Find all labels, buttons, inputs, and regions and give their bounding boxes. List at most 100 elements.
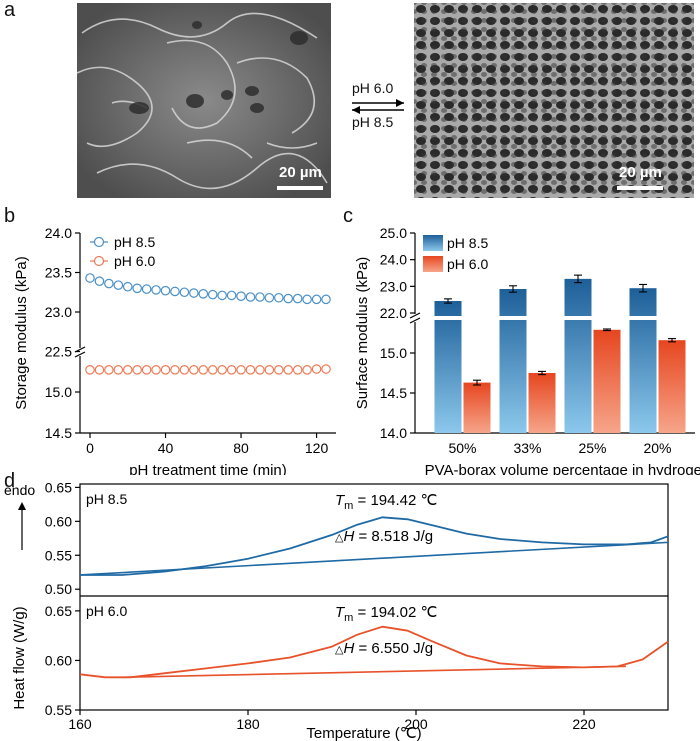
data-point xyxy=(179,287,190,298)
data-point xyxy=(283,365,294,375)
y-tick-label: 15.0 xyxy=(380,345,407,361)
bar-ph85 xyxy=(434,301,462,433)
x-axis-label: Temperature (℃) xyxy=(306,725,421,741)
bar-break-gap xyxy=(628,316,658,320)
melting-temperature-label: Tm = 194.02 ℃ xyxy=(335,604,437,624)
dsc-chart: 0.50 0.55 0.60 0.65 pH 8.5 Tm = 194.42 ℃ △H = … xyxy=(4,479,669,741)
bar-ph60 xyxy=(658,340,686,433)
enthalpy-label: △H = 8.518 J/g xyxy=(335,528,433,545)
scalebar-label-right: 20 µm xyxy=(619,164,662,181)
bar-break-gap xyxy=(563,316,593,320)
scalebar-line-right xyxy=(617,186,663,190)
data-point xyxy=(226,290,237,301)
data-point xyxy=(245,365,256,375)
y-tick-label: 0.60 xyxy=(45,513,72,529)
x-tick-label: 0 xyxy=(86,440,94,456)
bar-ph60 xyxy=(463,382,491,433)
x-tick-label: 40 xyxy=(158,440,174,456)
sem-image-left: 20 µm xyxy=(77,3,331,198)
axis-break-mark xyxy=(74,351,86,358)
data-point xyxy=(217,290,227,301)
sem-texture-right xyxy=(414,3,694,198)
data-point xyxy=(179,365,190,375)
y-tick-label: 14.5 xyxy=(45,425,72,441)
data-point xyxy=(113,365,124,375)
x-tick-label: 220 xyxy=(572,716,596,732)
axis-break-mark xyxy=(409,312,421,319)
x-tick-label: 50% xyxy=(448,440,476,456)
data-point xyxy=(292,365,303,375)
y-tick-label: 22.0 xyxy=(380,305,407,321)
data-point xyxy=(255,292,265,302)
dsc-curve xyxy=(80,516,669,576)
data-point xyxy=(94,276,105,286)
data-point xyxy=(160,285,171,296)
legend-label: pH 8.5 xyxy=(447,235,488,251)
x-tick-label: 180 xyxy=(236,716,260,732)
x-axis-label: pH treatment time (min) xyxy=(129,462,287,475)
data-point xyxy=(226,365,237,375)
data-point xyxy=(141,365,152,375)
y-tick-label: 24.0 xyxy=(45,225,72,241)
arrow-label-ph85: pH 8.5 xyxy=(352,114,394,130)
data-point xyxy=(273,365,284,375)
data-point xyxy=(207,289,218,300)
dsc-baseline xyxy=(79,541,669,576)
bar-ph60 xyxy=(528,373,556,433)
data-point xyxy=(170,286,180,297)
data-point xyxy=(321,294,331,305)
data-point xyxy=(236,365,246,375)
y-tick-label: 23.0 xyxy=(380,278,407,294)
data-point xyxy=(132,283,142,294)
data-point xyxy=(85,273,95,283)
plot-frame xyxy=(79,483,669,711)
scalebar-label-left: 20 µm xyxy=(279,164,322,181)
y-tick-label: 0.55 xyxy=(45,702,72,718)
data-point xyxy=(302,365,312,375)
x-tick-label: 200 xyxy=(404,716,428,732)
data-point xyxy=(207,365,218,375)
data-point xyxy=(321,364,331,374)
x-tick-label: 25% xyxy=(578,440,606,456)
data-point xyxy=(273,292,284,303)
data-point xyxy=(311,364,322,374)
data-point xyxy=(170,365,180,375)
bar-ph60 xyxy=(593,329,621,433)
data-point xyxy=(236,291,246,301)
bar-ph85 xyxy=(499,289,527,433)
bar-break-gap xyxy=(498,316,528,320)
y-tick-label: 14.5 xyxy=(380,385,407,401)
data-point xyxy=(189,365,199,375)
legend-marker xyxy=(93,255,105,267)
enthalpy-label: △H = 6.550 J/g xyxy=(335,640,433,657)
dsc-baseline xyxy=(121,665,627,679)
data-point xyxy=(198,365,209,375)
y-tick-label: 23.5 xyxy=(45,265,72,281)
data-point xyxy=(189,288,199,298)
panel-c-letter: c xyxy=(343,205,353,227)
y-axis-label: Surface modulus (kPa) xyxy=(354,257,371,410)
data-point xyxy=(132,365,142,375)
y-tick-label: 14.0 xyxy=(380,425,407,441)
data-point xyxy=(94,365,105,375)
y-tick-label: 0.60 xyxy=(45,652,72,668)
legend-label: pH 6.0 xyxy=(114,253,155,269)
data-point xyxy=(104,365,114,375)
data-point xyxy=(292,293,303,304)
legend-swatch xyxy=(423,256,443,272)
data-point xyxy=(151,365,161,375)
x-tick-label: 33% xyxy=(513,440,541,456)
legend-label: pH 8.5 xyxy=(114,234,155,250)
bar-ph85 xyxy=(564,278,592,433)
y-tick-label: 0.65 xyxy=(45,603,72,619)
data-point xyxy=(104,278,114,289)
data-point xyxy=(245,292,256,302)
legend-marker xyxy=(93,236,105,248)
y-tick-label: 15.0 xyxy=(45,384,72,400)
data-point xyxy=(122,365,133,375)
surface-modulus-chart: 25.0 24.0 23.0 22.0 15.0 14.5 14.0 50% 33% 25% 20%… xyxy=(354,225,700,475)
y-axis-label: Heat flow (W/g) xyxy=(11,606,28,709)
panel-a-letter: a xyxy=(4,0,16,21)
data-point xyxy=(283,293,294,304)
data-point xyxy=(255,365,265,375)
